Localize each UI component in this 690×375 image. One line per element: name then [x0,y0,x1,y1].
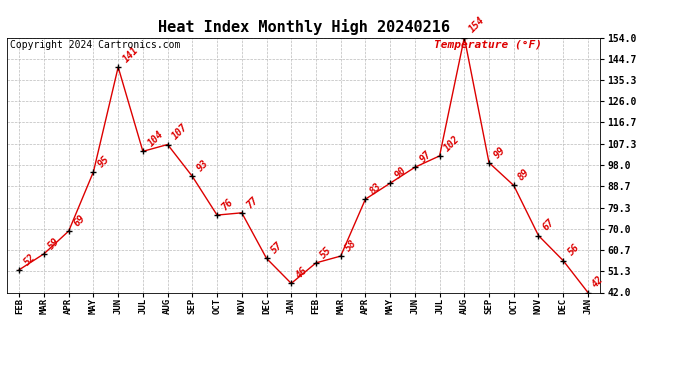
Text: 95: 95 [96,154,112,169]
Text: 59: 59 [47,236,62,251]
Text: 42: 42 [591,274,606,290]
Title: Heat Index Monthly High 20240216: Heat Index Monthly High 20240216 [157,19,450,35]
Text: 83: 83 [368,181,384,196]
Text: 56: 56 [566,243,582,258]
Text: 58: 58 [344,238,359,253]
Text: 69: 69 [72,213,87,228]
Text: 107: 107 [170,122,190,142]
Text: 76: 76 [220,197,235,212]
Text: 55: 55 [319,245,334,260]
Text: 77: 77 [244,195,260,210]
Text: 104: 104 [146,129,165,149]
Text: 46: 46 [294,265,309,280]
Text: 93: 93 [195,158,210,174]
Text: 52: 52 [22,252,37,267]
Text: 141: 141 [121,45,141,64]
Text: 99: 99 [492,145,507,160]
Text: 97: 97 [417,149,433,165]
Text: 89: 89 [517,167,532,183]
Text: 154: 154 [467,15,486,35]
Text: 57: 57 [269,240,285,256]
Text: 67: 67 [541,217,557,233]
Text: 102: 102 [442,134,462,153]
Text: 90: 90 [393,165,408,180]
Text: Copyright 2024 Cartronics.com: Copyright 2024 Cartronics.com [10,40,180,50]
Text: Temperature (°F): Temperature (°F) [434,40,542,50]
